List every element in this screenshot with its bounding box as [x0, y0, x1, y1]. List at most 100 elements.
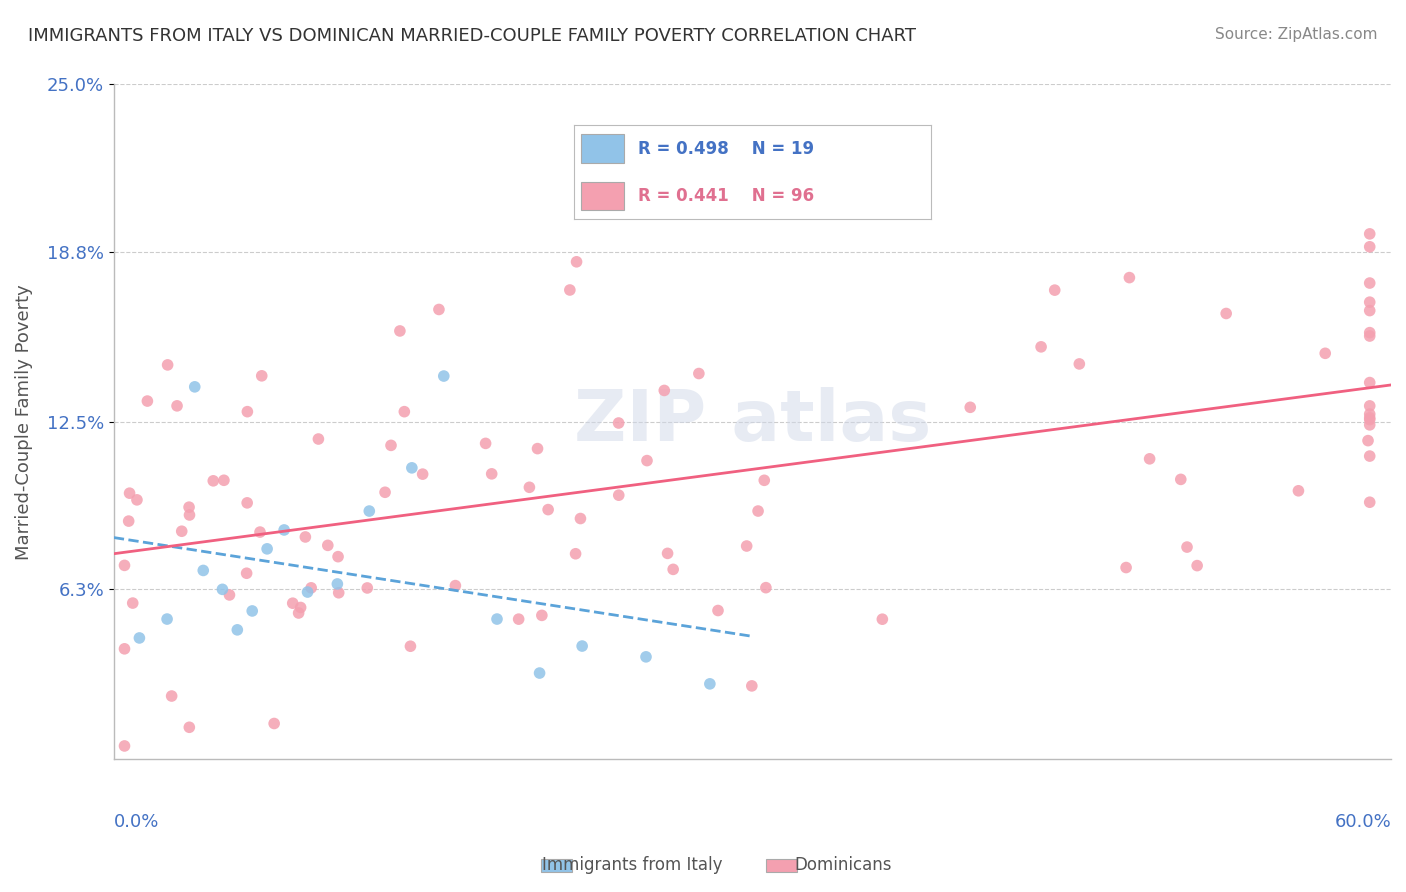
Point	[530, 608, 553, 623]
Point	[433, 369, 456, 384]
Point	[328, 586, 350, 600]
Point	[1115, 560, 1137, 574]
Point	[273, 523, 295, 537]
Point	[1358, 295, 1381, 310]
Point	[558, 283, 581, 297]
Point	[211, 582, 233, 597]
Point	[1215, 306, 1237, 320]
Point	[326, 549, 349, 564]
Point	[1185, 558, 1208, 573]
Point	[1358, 449, 1381, 463]
Point	[156, 612, 179, 626]
Point	[1029, 340, 1052, 354]
Point	[388, 324, 411, 338]
Point	[1286, 483, 1309, 498]
Point	[571, 639, 593, 653]
Point	[177, 500, 200, 515]
Point	[508, 612, 530, 626]
Point	[1358, 227, 1381, 241]
Point	[1118, 270, 1140, 285]
Point	[179, 720, 201, 734]
Point	[281, 596, 304, 610]
Point	[226, 623, 249, 637]
Point	[256, 541, 278, 556]
Point	[657, 546, 679, 560]
Point	[747, 504, 769, 518]
Point	[1139, 451, 1161, 466]
Point	[529, 666, 551, 681]
Point	[735, 539, 758, 553]
Point	[1358, 410, 1381, 425]
Text: 60.0%: 60.0%	[1334, 814, 1391, 831]
Point	[741, 679, 763, 693]
Point	[537, 502, 560, 516]
Point	[607, 416, 630, 430]
Point	[218, 588, 240, 602]
Point	[565, 254, 588, 268]
Point	[1358, 329, 1381, 343]
Point	[374, 485, 396, 500]
Point	[394, 405, 416, 419]
Point	[662, 562, 685, 576]
Point	[959, 401, 981, 415]
Point	[1043, 283, 1066, 297]
Point	[427, 302, 450, 317]
Point	[1358, 240, 1381, 254]
Point	[1175, 540, 1198, 554]
Point	[1358, 326, 1381, 340]
Point	[755, 581, 778, 595]
Point	[1358, 276, 1381, 290]
Point	[202, 474, 225, 488]
Point	[193, 564, 215, 578]
Point	[160, 689, 183, 703]
Point	[114, 558, 136, 573]
Point	[519, 480, 541, 494]
Point	[707, 603, 730, 617]
Point	[326, 577, 349, 591]
Point	[1358, 376, 1381, 390]
Point	[297, 585, 319, 599]
Point	[607, 488, 630, 502]
Point	[1358, 303, 1381, 318]
Point	[356, 581, 378, 595]
Point	[380, 438, 402, 452]
Point	[688, 367, 710, 381]
Point	[179, 508, 201, 522]
Point	[1358, 495, 1381, 509]
Point	[121, 596, 143, 610]
Point	[1358, 412, 1381, 426]
Text: Dominicans: Dominicans	[794, 856, 893, 874]
Point	[170, 524, 193, 539]
Point	[294, 530, 316, 544]
Point	[412, 467, 434, 482]
Point	[307, 432, 329, 446]
Point	[236, 405, 259, 419]
Point	[166, 399, 188, 413]
Point	[125, 492, 148, 507]
Point	[184, 380, 207, 394]
Point	[636, 453, 658, 467]
Text: Immigrants from Italy: Immigrants from Italy	[543, 856, 723, 874]
Point	[136, 394, 159, 409]
Point	[444, 579, 467, 593]
Point	[652, 384, 675, 398]
Text: IMMIGRANTS FROM ITALY VS DOMINICAN MARRIED-COUPLE FAMILY POVERTY CORRELATION CHA: IMMIGRANTS FROM ITALY VS DOMINICAN MARRI…	[28, 27, 917, 45]
Point	[316, 538, 339, 552]
Text: Source: ZipAtlas.com: Source: ZipAtlas.com	[1215, 27, 1378, 42]
Point	[212, 473, 235, 487]
Point	[481, 467, 503, 481]
Point	[399, 639, 422, 653]
Y-axis label: Married-Couple Family Poverty: Married-Couple Family Poverty	[15, 284, 32, 560]
Point	[290, 600, 312, 615]
Point	[235, 566, 257, 581]
Point	[118, 486, 141, 500]
Point	[1357, 434, 1379, 448]
Point	[1358, 407, 1381, 421]
Point	[485, 612, 508, 626]
Point	[401, 460, 423, 475]
Point	[263, 716, 285, 731]
Point	[287, 606, 309, 620]
Point	[114, 641, 136, 656]
Point	[128, 631, 150, 645]
Point	[250, 368, 273, 383]
